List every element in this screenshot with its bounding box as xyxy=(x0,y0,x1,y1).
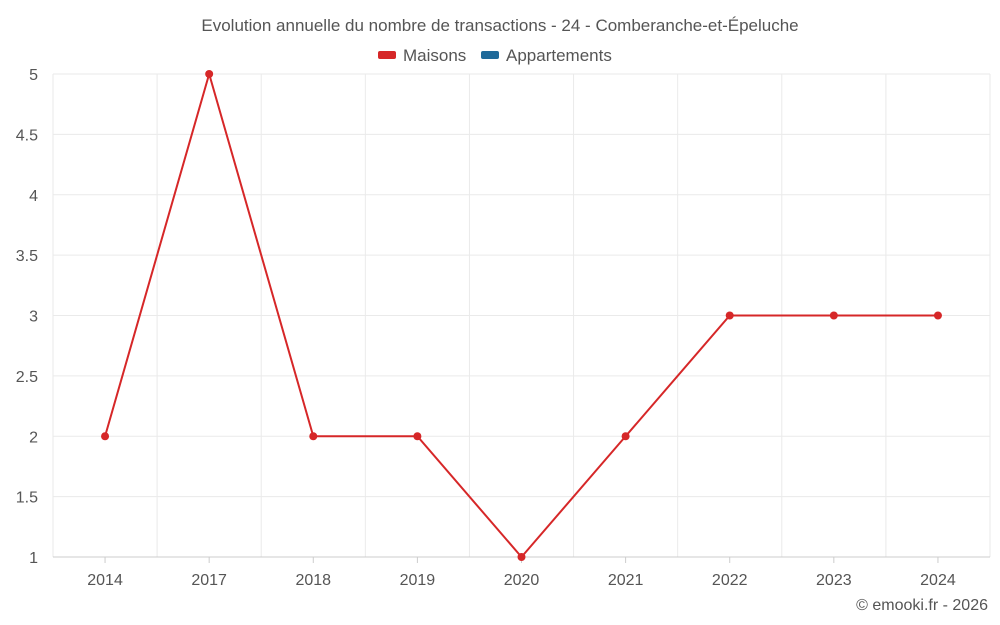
y-tick-label: 5 xyxy=(29,67,38,84)
legend-label-0: Maisons xyxy=(403,46,466,65)
y-tick-label: 1.5 xyxy=(16,490,38,507)
y-tick-label: 2.5 xyxy=(16,369,38,386)
data-point xyxy=(621,432,630,441)
x-tick-label: 2024 xyxy=(920,572,956,589)
x-tick-label: 2019 xyxy=(400,572,436,589)
data-point xyxy=(725,311,734,320)
legend-swatch-0 xyxy=(378,51,396,59)
chart-title: Evolution annuelle du nombre de transact… xyxy=(201,16,798,35)
y-tick-label: 3.5 xyxy=(16,248,38,265)
data-point xyxy=(829,311,838,320)
legend: Maisons Appartements xyxy=(378,46,612,65)
y-tick-label: 3 xyxy=(29,309,38,326)
data-point xyxy=(101,432,110,441)
legend-label-1: Appartements xyxy=(506,46,612,65)
x-tick-label: 2018 xyxy=(295,572,331,589)
data-point xyxy=(413,432,422,441)
x-tick-label: 2021 xyxy=(608,572,644,589)
y-tick-label: 2 xyxy=(29,429,38,446)
x-tick-label: 2014 xyxy=(87,572,123,589)
data-point xyxy=(517,553,526,561)
series-layer xyxy=(101,70,942,561)
data-point xyxy=(205,70,214,78)
y-tick-label: 4.5 xyxy=(16,127,38,144)
x-tick-label: 2020 xyxy=(504,572,540,589)
y-tick-label: 4 xyxy=(29,188,38,205)
legend-swatch-1 xyxy=(481,51,499,59)
axes: 1 1.5 2 2.5 3 3.5 4 4.5 5 2014 2017 2018 2019 2020 202… xyxy=(16,67,990,589)
data-point xyxy=(309,432,318,441)
data-point xyxy=(933,311,942,320)
x-tick-label: 2017 xyxy=(191,572,227,589)
x-tick-label: 2023 xyxy=(816,572,852,589)
credit-text: © emooki.fr - 2026 xyxy=(856,597,988,614)
y-tick-label: 1 xyxy=(29,550,38,567)
x-tick-label: 2022 xyxy=(712,572,748,589)
